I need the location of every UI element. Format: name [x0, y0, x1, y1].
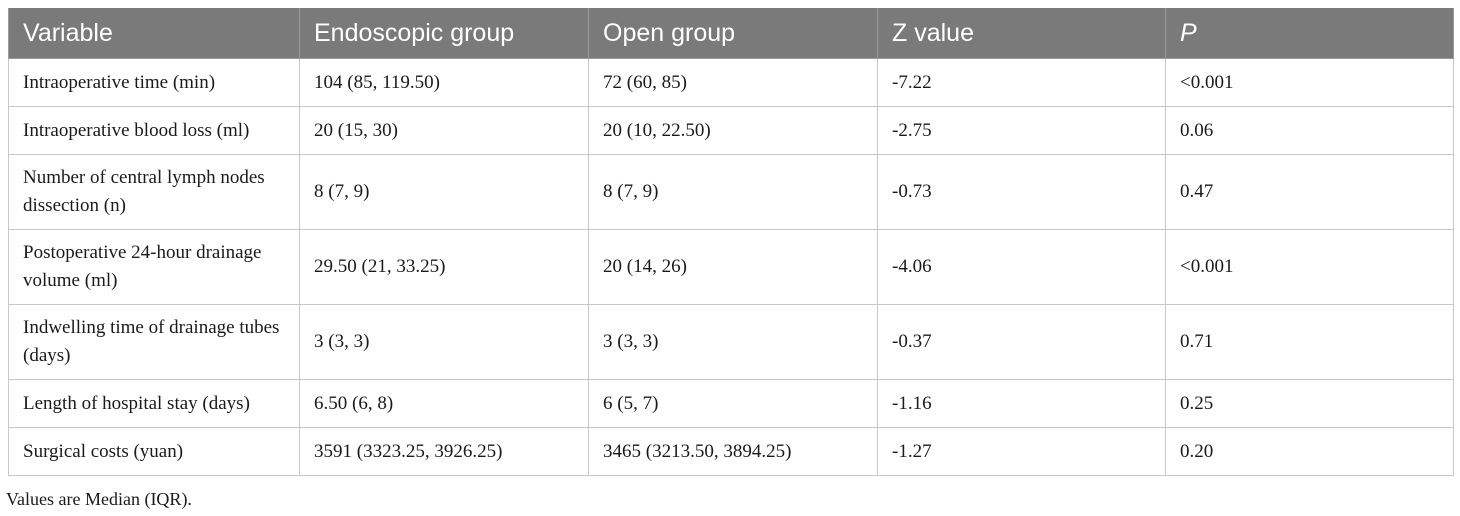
- table-row: Postoperative 24-hour drainage volume (m…: [8, 229, 1454, 305]
- cell-p-value: <0.001: [1165, 58, 1454, 107]
- table-row: Intraoperative blood loss (ml) 20 (15, 3…: [8, 106, 1454, 155]
- table-row: Surgical costs (yuan) 3591 (3323.25, 392…: [8, 427, 1454, 476]
- cell-open: 8 (7, 9): [588, 154, 878, 230]
- results-table-container: Variable Endoscopic group Open group Z v…: [8, 8, 1454, 476]
- cell-variable: Postoperative 24-hour drainage volume (m…: [8, 229, 300, 305]
- cell-open: 20 (14, 26): [588, 229, 878, 305]
- cell-z-value: -4.06: [877, 229, 1166, 305]
- cell-p-value: 0.20: [1165, 427, 1454, 476]
- cell-open: 72 (60, 85): [588, 58, 878, 107]
- cell-p-value: <0.001: [1165, 229, 1454, 305]
- header-p-value: P: [1165, 8, 1454, 59]
- cell-endoscopic: 20 (15, 30): [299, 106, 589, 155]
- cell-variable: Indwelling time of drainage tubes (days): [8, 304, 300, 380]
- cell-z-value: -0.73: [877, 154, 1166, 230]
- table-header-row: Variable Endoscopic group Open group Z v…: [8, 8, 1454, 59]
- cell-p-value: 0.25: [1165, 379, 1454, 428]
- cell-endoscopic: 6.50 (6, 8): [299, 379, 589, 428]
- table-row: Length of hospital stay (days) 6.50 (6, …: [8, 379, 1454, 428]
- cell-p-value: 0.71: [1165, 304, 1454, 380]
- cell-endoscopic: 8 (7, 9): [299, 154, 589, 230]
- cell-open: 6 (5, 7): [588, 379, 878, 428]
- cell-p-value: 0.47: [1165, 154, 1454, 230]
- cell-variable: Number of central lymph nodes dissection…: [8, 154, 300, 230]
- cell-variable: Surgical costs (yuan): [8, 427, 300, 476]
- cell-z-value: -2.75: [877, 106, 1166, 155]
- cell-z-value: -1.27: [877, 427, 1166, 476]
- table-footnote: Values are Median (IQR).: [6, 489, 192, 509]
- cell-variable: Intraoperative time (min): [8, 58, 300, 107]
- cell-endoscopic: 29.50 (21, 33.25): [299, 229, 589, 305]
- cell-endoscopic: 104 (85, 119.50): [299, 58, 589, 107]
- results-table: Variable Endoscopic group Open group Z v…: [8, 8, 1454, 476]
- cell-z-value: -1.16: [877, 379, 1166, 428]
- cell-z-value: -0.37: [877, 304, 1166, 380]
- header-endoscopic-group: Endoscopic group: [299, 8, 589, 59]
- cell-endoscopic: 3 (3, 3): [299, 304, 589, 380]
- cell-variable: Length of hospital stay (days): [8, 379, 300, 428]
- table-row: Indwelling time of drainage tubes (days)…: [8, 304, 1454, 380]
- cell-endoscopic: 3591 (3323.25, 3926.25): [299, 427, 589, 476]
- table-row: Number of central lymph nodes dissection…: [8, 154, 1454, 230]
- cell-open: 20 (10, 22.50): [588, 106, 878, 155]
- header-variable: Variable: [8, 8, 300, 59]
- cell-z-value: -7.22: [877, 58, 1166, 107]
- cell-variable: Intraoperative blood loss (ml): [8, 106, 300, 155]
- header-z-value: Z value: [877, 8, 1166, 59]
- cell-p-value: 0.06: [1165, 106, 1454, 155]
- cell-open: 3 (3, 3): [588, 304, 878, 380]
- cell-open: 3465 (3213.50, 3894.25): [588, 427, 878, 476]
- header-open-group: Open group: [588, 8, 878, 59]
- table-row: Intraoperative time (min) 104 (85, 119.5…: [8, 58, 1454, 107]
